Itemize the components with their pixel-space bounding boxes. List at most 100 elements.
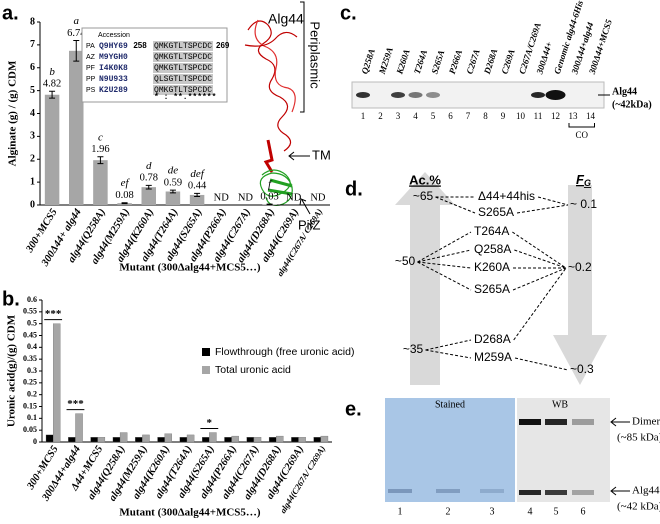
structure-label: Periplasmic <box>308 21 323 89</box>
inset-header: Accession <box>98 32 130 39</box>
significance-label: de <box>168 165 179 177</box>
sequence-highlight <box>153 52 213 62</box>
bar <box>164 433 172 443</box>
band-label: Dimer <box>632 416 660 428</box>
arrow <box>610 417 630 427</box>
periplasmic-domain <box>247 20 292 152</box>
lane-number: 2 <box>446 506 451 517</box>
panel-label: e. <box>345 398 362 420</box>
accession: I4K0K8 <box>99 64 128 73</box>
panel-label: a. <box>2 2 19 24</box>
accession: N9U933 <box>99 75 128 84</box>
y-tick-label: 6 <box>30 62 35 73</box>
value-label: 0.03 <box>260 191 278 202</box>
connector <box>417 249 472 263</box>
bar <box>68 437 76 443</box>
level-label: ~35 <box>403 342 424 356</box>
protein-structure <box>244 19 298 206</box>
species: PA <box>86 43 95 50</box>
bar <box>135 437 143 443</box>
lane-number: 5 <box>554 506 559 517</box>
species: PP <box>86 76 96 83</box>
bar <box>44 94 60 205</box>
y-tick-label: 0.45 <box>23 330 37 339</box>
bar <box>141 187 156 205</box>
bar <box>165 191 181 205</box>
residue-start: 258 <box>133 41 147 50</box>
bar <box>246 437 255 443</box>
lane-number: 2 <box>378 111 383 121</box>
bar <box>157 437 165 443</box>
level-label: ~0.3 <box>570 362 594 376</box>
mutant-label: Δ44+44his <box>478 189 535 203</box>
transmembrane-helix <box>263 139 274 173</box>
bar <box>93 160 108 205</box>
blot-band <box>408 92 423 98</box>
band-label: Alg44 <box>632 485 660 497</box>
y-tick-label: 0 <box>30 199 35 210</box>
blot-band <box>356 92 370 98</box>
arrow-up <box>395 172 455 385</box>
bar <box>53 323 61 443</box>
significance-label: c <box>98 131 103 143</box>
blot-band <box>545 90 566 100</box>
significance-label: *** <box>45 308 62 320</box>
lane-number: 9 <box>501 111 506 121</box>
value-label: 4.82 <box>43 79 61 90</box>
error-bar <box>145 184 152 190</box>
significance-label: d <box>146 160 152 172</box>
y-axis-label: Alginate (g) / (g) CDM <box>7 60 19 166</box>
connector <box>425 339 472 351</box>
sequence: QMKGTLTSPCDC <box>154 64 212 73</box>
blot-band <box>531 92 545 98</box>
bar <box>313 437 321 443</box>
value-label: 0.59 <box>164 178 182 189</box>
gel-band <box>545 419 567 425</box>
structure-label: TM <box>312 147 331 162</box>
lane-label: Q258A <box>359 47 377 75</box>
bar <box>112 437 121 443</box>
y-tick-label: 4 <box>30 108 35 119</box>
lane-label: M259A <box>377 46 395 76</box>
lane-number: 14 <box>586 111 596 121</box>
gel-band <box>436 489 460 493</box>
lane-number: 4 <box>528 506 533 517</box>
conservation: * : **.****** <box>154 93 216 102</box>
mutant-label: K260A <box>474 260 510 274</box>
y-tick-label: 0.1 <box>27 413 37 422</box>
lane-label: P266A <box>447 48 464 75</box>
sequence-highlight <box>153 41 213 51</box>
residue-end: 269 <box>216 41 230 50</box>
connector <box>435 196 476 214</box>
bracket <box>568 123 595 128</box>
lane-number: 3 <box>396 111 401 121</box>
level-label: ~65 <box>413 189 434 203</box>
gel-band <box>480 489 504 493</box>
connector <box>417 231 472 263</box>
blot-band <box>391 92 405 98</box>
structure-label: Alg44 <box>268 11 304 27</box>
species: PF <box>86 65 95 72</box>
connector <box>512 267 567 291</box>
y-tick-label: 0 <box>33 437 37 446</box>
lane-number: 11 <box>534 111 543 121</box>
sequence: QLSGTLTSPCDC <box>154 75 212 84</box>
y-tick-label: 0.05 <box>23 425 37 434</box>
value-label: ND <box>286 192 302 203</box>
lane-number: 1 <box>361 111 366 121</box>
y-tick-label: 0.2 <box>27 389 37 398</box>
y-tick-label: 5 <box>30 85 35 96</box>
species: PS <box>86 87 96 94</box>
axis-title: FG <box>576 172 591 188</box>
arrow <box>288 151 310 161</box>
lane-label: K260A <box>394 48 412 76</box>
value-label: ND <box>310 192 326 203</box>
bar <box>186 434 195 443</box>
error-bar <box>121 202 128 205</box>
sequence-highlight <box>153 85 213 95</box>
mutant-label: S265A <box>474 282 510 296</box>
value-label: 6.74 <box>67 28 86 39</box>
lane-number: 6 <box>581 506 586 517</box>
y-tick-label: 1 <box>30 176 35 187</box>
mutant-label: T264A <box>474 224 509 238</box>
